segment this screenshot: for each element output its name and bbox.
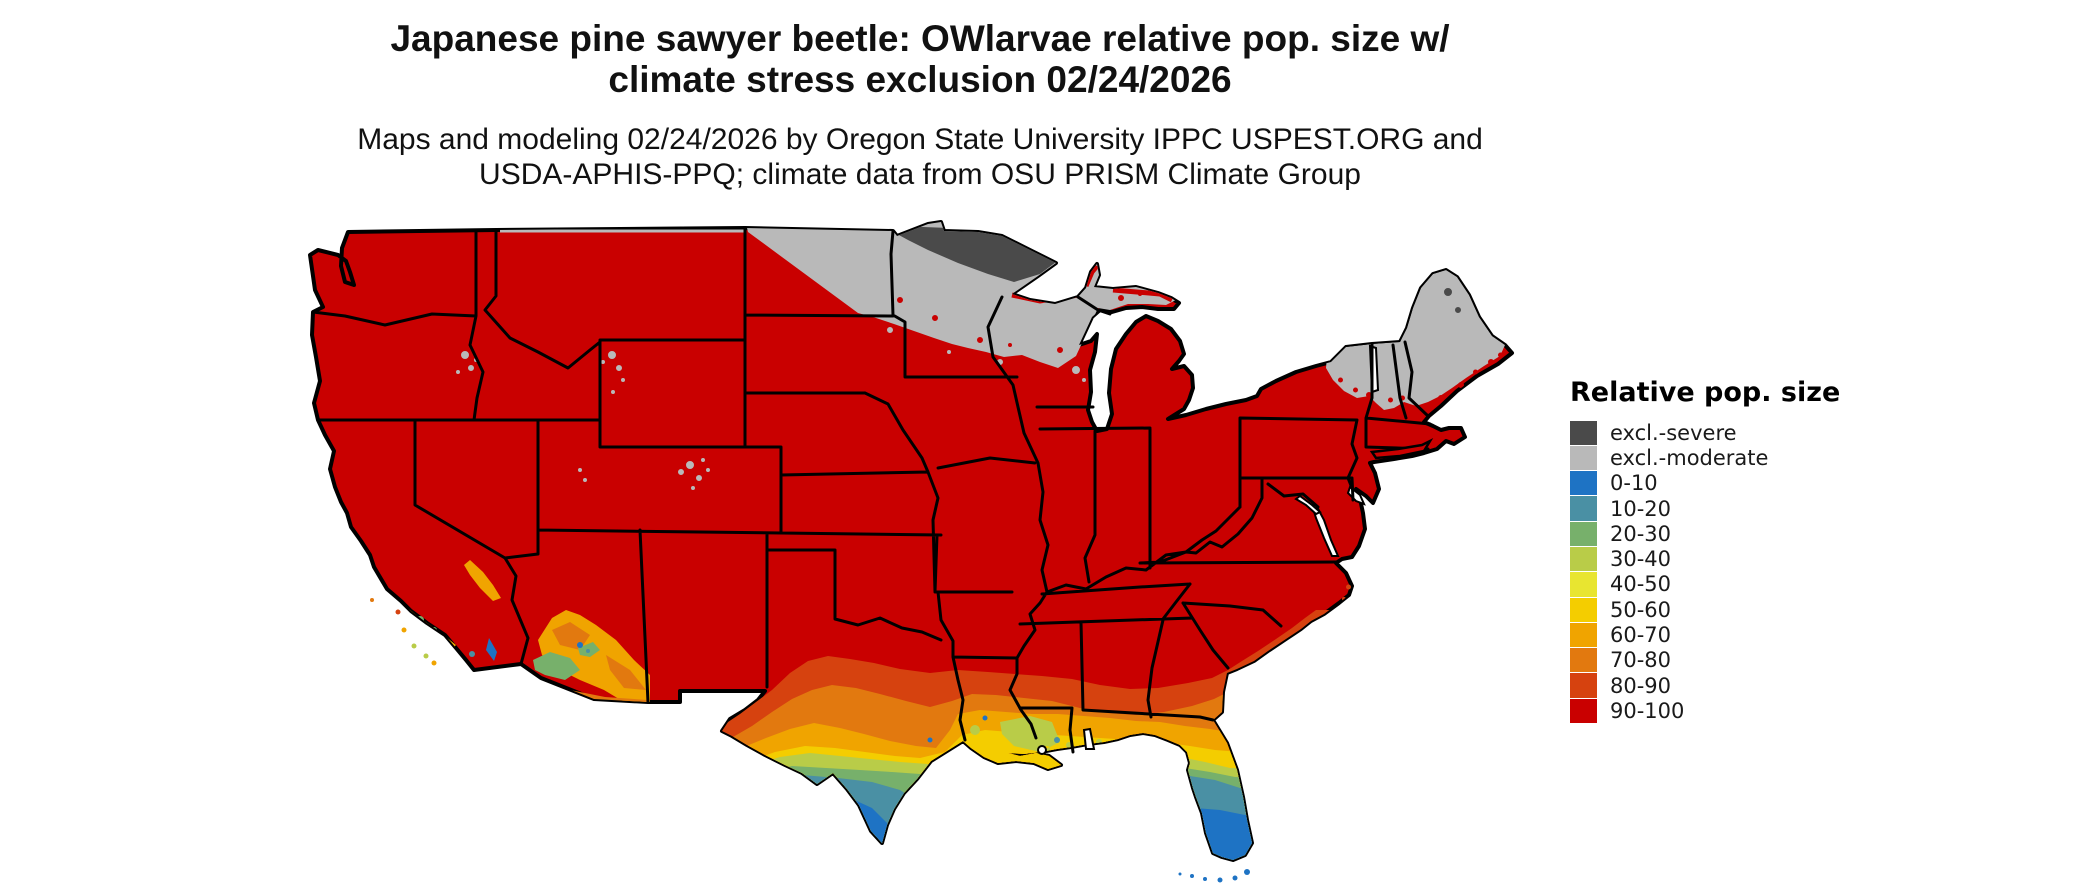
- legend-row: 50-60: [1570, 597, 2090, 622]
- legend-item-label: 30-40: [1610, 547, 1672, 572]
- salton-sea-blue-sliver: [486, 638, 497, 661]
- legend-item-label: 70-80: [1610, 648, 1672, 673]
- legend-color-swatch: [1570, 572, 1597, 597]
- legend-item-label: 80-90: [1610, 673, 1672, 698]
- long-island: [1369, 437, 1434, 460]
- legend-row: 60-70: [1570, 622, 2090, 648]
- hatteras-orange-specks: [1342, 584, 1351, 601]
- legend-row: excl.-moderate: [1570, 445, 2090, 471]
- mojave-gold-streak: [464, 560, 501, 601]
- legend-row: 0-10: [1570, 471, 2090, 496]
- maine-severe-speckles: [1444, 288, 1461, 313]
- florida-keys: [1178, 869, 1250, 883]
- imperial-teal-dot: [469, 651, 475, 657]
- mobile-bay: [1082, 727, 1096, 750]
- legend-title: Relative pop. size: [1570, 377, 1841, 408]
- map-title-line-1: Japanese pine sawyer beetle: OWlarvae re…: [390, 18, 1450, 59]
- legend-item-label: 10-20: [1610, 496, 1672, 521]
- legend-color-swatch: [1570, 698, 1597, 724]
- legend-item-label: 20-30: [1610, 521, 1672, 546]
- legend-color-swatch: [1570, 546, 1597, 572]
- map-header: Japanese pine sawyer beetle: OWlarvae re…: [20, 18, 1820, 192]
- lake-pontchartrain: [1037, 745, 1047, 755]
- texas-coast-blue-speck: [927, 737, 933, 743]
- arizona-blue-speck: [577, 642, 583, 648]
- legend-row: 90-100: [1570, 698, 2090, 724]
- louisiana-blue-speck: [982, 715, 988, 721]
- map-subtitle-line-1: Maps and modeling 02/24/2026 by Oregon S…: [357, 123, 1483, 156]
- legend-row: 70-80: [1570, 648, 2090, 673]
- legend-color-swatch: [1570, 622, 1597, 648]
- louisiana-teal-speck: [1054, 737, 1060, 743]
- legend-item-label: 40-50: [1610, 572, 1672, 597]
- potomac-river: [1294, 494, 1322, 516]
- arizona-orange-patches: [552, 622, 648, 703]
- legend-item-label: excl.-moderate: [1610, 445, 1769, 470]
- state-borders: [311, 226, 1432, 754]
- legend-item-label: 0-10: [1610, 471, 1658, 496]
- legend-color-swatch: [1570, 673, 1597, 698]
- legend-color-swatch: [1570, 521, 1597, 546]
- legend-row: excl.-severe: [1570, 420, 2090, 445]
- legend-item-label: 50-60: [1610, 597, 1672, 622]
- arizona-teal-speck: [586, 649, 590, 653]
- legend-row: 20-30: [1570, 521, 2090, 546]
- legend-color-swatch: [1570, 648, 1597, 673]
- legend-color-swatch: [1570, 420, 1597, 445]
- legend-item-label: 60-70: [1610, 623, 1672, 648]
- legend-color-swatch: [1570, 597, 1597, 622]
- coastal-water-features: [1037, 344, 1380, 755]
- channel-islands: [370, 598, 437, 666]
- legend-color-swatch: [1570, 471, 1597, 496]
- arizona-green-patches: [533, 642, 600, 680]
- map-subtitle: Maps and modeling 02/24/2026 by Oregon S…: [20, 122, 1820, 192]
- legend-item-label: 90-100: [1610, 698, 1685, 723]
- map-title-line-2: climate stress exclusion 02/24/2026: [608, 59, 1232, 100]
- legend-color-swatch: [1570, 445, 1597, 471]
- northeast-exclusion-moderate-region: [1326, 270, 1505, 410]
- legend-list: excl.-severe excl.-moderate 0-10 10-20: [1570, 420, 2090, 724]
- legend: Relative pop. size excl.-severe excl.-mo…: [1570, 377, 2090, 724]
- socal-orange-spot: [443, 646, 451, 654]
- legend-row: 80-90: [1570, 673, 2090, 698]
- legend-item-label: excl.-severe: [1610, 420, 1737, 445]
- legend-color-swatch: [1570, 496, 1597, 521]
- legend-row: 30-40: [1570, 546, 2090, 572]
- map-subtitle-line-2: USDA-APHIS-PPQ; climate data from OSU PR…: [479, 158, 1361, 191]
- legend-row: 10-20: [1570, 496, 2090, 521]
- legend-row: 40-50: [1570, 572, 2090, 597]
